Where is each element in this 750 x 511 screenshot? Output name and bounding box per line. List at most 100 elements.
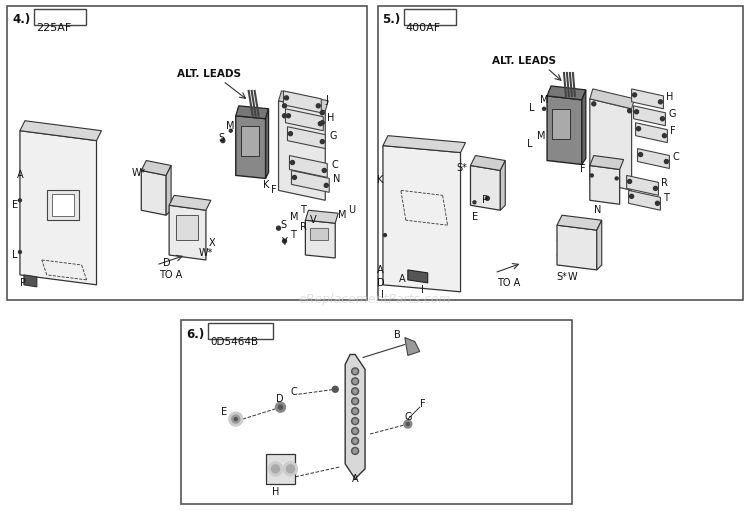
Text: ALT. LEADS: ALT. LEADS [177,69,241,79]
Circle shape [289,132,292,135]
Circle shape [592,102,596,106]
Text: P: P [20,278,26,288]
Bar [310,228,328,240]
Circle shape [316,104,320,108]
Circle shape [278,405,283,409]
Bar [378,6,743,300]
Polygon shape [287,127,326,149]
Circle shape [653,187,658,191]
Text: W*: W* [131,169,146,178]
Circle shape [628,109,632,113]
Bar [7,6,367,300]
Text: A: A [352,474,358,484]
Text: 400AF: 400AF [406,24,441,33]
Polygon shape [170,205,206,260]
Circle shape [284,462,298,476]
Circle shape [286,114,290,118]
Text: 5.): 5.) [382,13,400,27]
Text: E: E [220,407,227,417]
Polygon shape [266,454,296,484]
Circle shape [353,439,357,443]
Bar [46,191,79,220]
Text: S*: S* [457,162,467,173]
Bar [34,9,86,25]
Polygon shape [290,155,327,177]
Polygon shape [635,123,668,143]
Text: P: P [482,195,488,205]
Circle shape [352,428,358,434]
Text: D: D [164,258,171,268]
Circle shape [590,174,593,177]
Circle shape [629,194,634,198]
Circle shape [353,369,357,374]
Polygon shape [597,220,602,270]
Text: T: T [301,205,306,215]
Circle shape [404,420,412,428]
Text: F: F [271,185,276,195]
Text: 4.): 4.) [12,13,30,27]
Polygon shape [590,99,632,191]
Circle shape [353,389,357,393]
Bar [404,9,455,25]
Circle shape [634,110,638,114]
Circle shape [19,199,22,202]
Text: L: L [12,250,17,260]
Circle shape [324,183,328,188]
Text: TO A: TO A [497,278,520,288]
Polygon shape [500,160,506,210]
Bar [241,126,259,155]
Text: 6.): 6.) [186,328,204,341]
Polygon shape [590,166,620,204]
Polygon shape [141,160,171,175]
Text: N: N [594,205,602,215]
Text: eReplacementParts.com: eReplacementParts.com [298,293,452,306]
Circle shape [352,388,358,394]
Text: R: R [662,178,668,189]
Polygon shape [284,91,321,113]
Bar [552,109,570,138]
Polygon shape [634,106,665,126]
Circle shape [320,121,324,125]
Circle shape [637,127,640,131]
Text: F: F [420,399,425,409]
Text: G: G [405,412,412,422]
Text: D: D [377,278,385,288]
Text: I: I [381,290,384,300]
Circle shape [473,201,476,204]
Polygon shape [278,101,326,200]
Bar [208,322,272,339]
Text: A: A [377,265,383,275]
Text: M: M [540,95,548,105]
Circle shape [352,398,358,405]
Text: C: C [672,152,679,161]
Polygon shape [470,166,500,210]
Circle shape [277,226,280,230]
Circle shape [542,107,545,110]
Circle shape [332,386,338,392]
Circle shape [283,104,286,108]
Text: M: M [290,212,299,222]
Text: A: A [17,171,23,180]
Circle shape [352,437,358,445]
Text: W*: W* [199,248,213,258]
Circle shape [234,417,237,421]
Polygon shape [628,191,661,210]
Polygon shape [305,220,335,258]
Text: S: S [219,133,225,143]
Polygon shape [547,96,582,165]
Text: G: G [668,109,676,119]
Circle shape [352,408,358,414]
Polygon shape [20,131,97,285]
Text: R: R [301,222,307,232]
Circle shape [229,412,243,426]
Text: V: V [310,215,317,225]
Text: F: F [580,164,586,174]
Polygon shape [590,89,634,109]
Text: ALT. LEADS: ALT. LEADS [492,56,556,66]
Text: T: T [664,193,669,203]
Polygon shape [632,89,664,109]
Polygon shape [383,146,460,292]
Polygon shape [470,155,506,171]
Polygon shape [383,135,466,153]
Circle shape [662,134,667,137]
